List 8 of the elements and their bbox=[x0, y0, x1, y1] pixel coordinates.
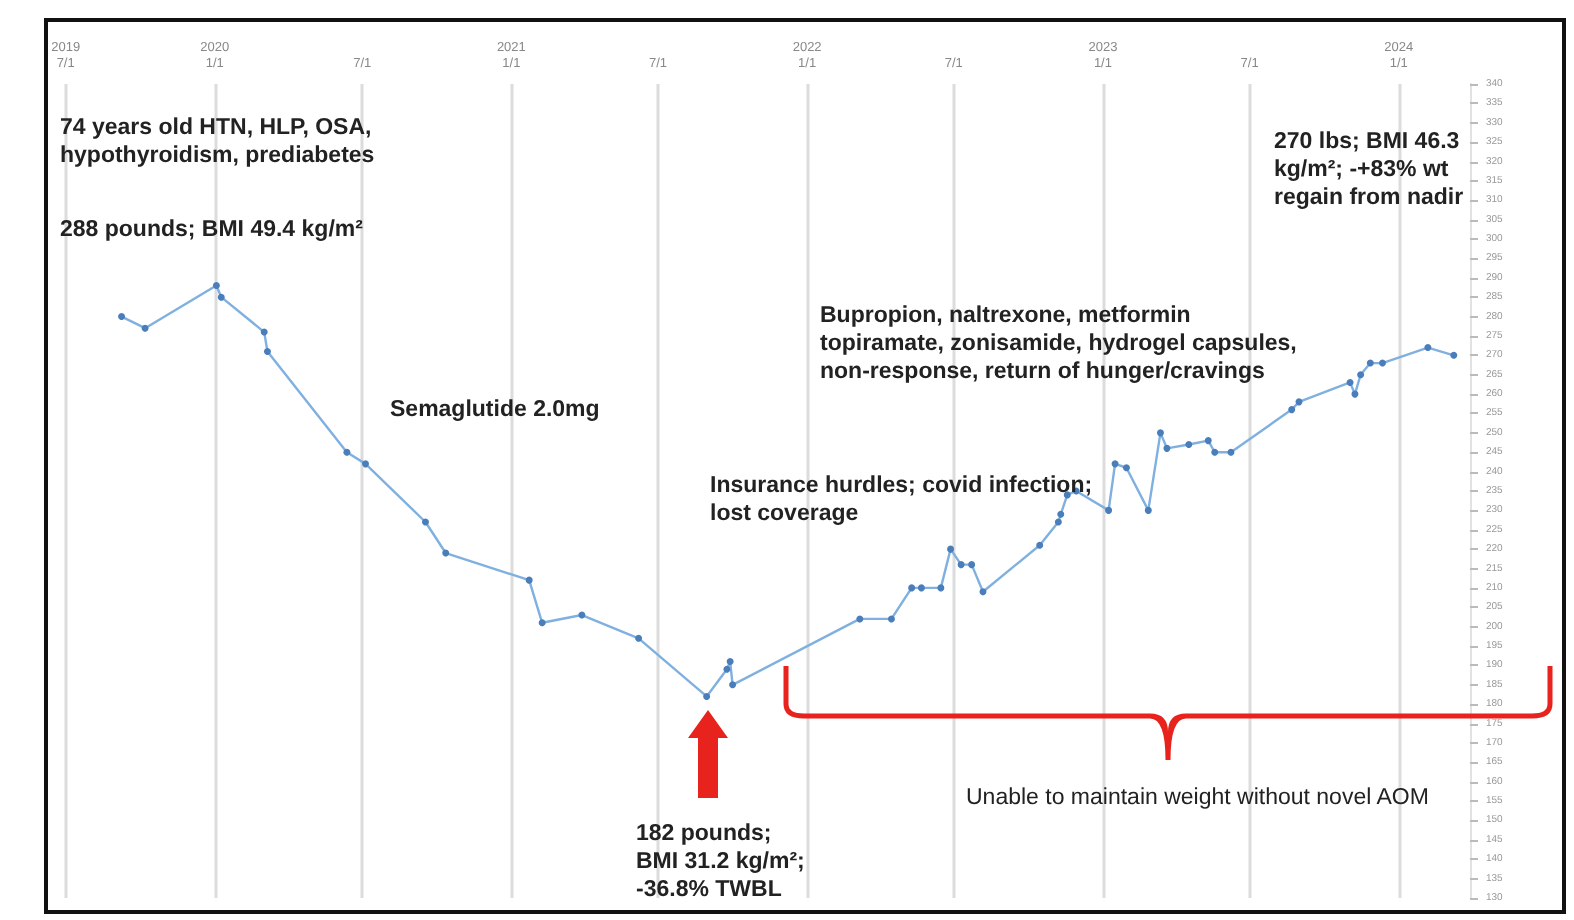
annotation: Bupropion, naltrexone, metformin topiramate, zonisamide, hydrogel capsules, non-response, return of hunger/cravings bbox=[820, 302, 1299, 386]
annotation: 270 lbs; BMI 46.3 kg/m²; -+83% wt regain from nadir bbox=[1274, 128, 1466, 212]
annotation: 288 pounds; BMI 49.4 kg/m² bbox=[60, 216, 365, 244]
annotation: 74 years old HTN, HLP, OSA, hypothyroidism, prediabetes bbox=[60, 114, 377, 170]
annotation: 182 pounds; BMI 31.2 kg/m²; -36.8% TWBL bbox=[636, 820, 807, 904]
annotation: Insurance hurdles; covid infection; lost coverage bbox=[710, 472, 1095, 528]
annotation: Unable to maintain weight without novel AOM bbox=[966, 784, 1431, 812]
annotation: Semaglutide 2.0mg bbox=[390, 396, 602, 424]
